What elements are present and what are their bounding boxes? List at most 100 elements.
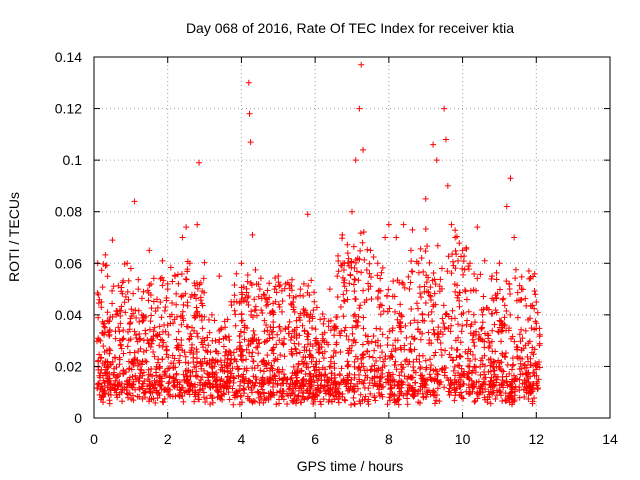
data-point [156, 365, 163, 372]
data-point [178, 293, 185, 300]
data-point [115, 324, 122, 331]
data-point [531, 369, 538, 376]
data-point [499, 296, 506, 303]
data-point [531, 270, 538, 277]
data-point [449, 357, 456, 364]
data-point [298, 358, 305, 365]
data-point [369, 354, 376, 361]
data-point [425, 387, 432, 394]
data-point [303, 378, 310, 385]
data-point [339, 393, 346, 400]
data-point [192, 282, 199, 289]
data-point [270, 389, 277, 396]
data-point [304, 336, 311, 343]
data-point [535, 358, 542, 365]
data-point [169, 352, 176, 359]
data-point [233, 358, 240, 365]
data-point [416, 358, 423, 365]
data-point [338, 365, 345, 372]
data-point [388, 348, 395, 355]
data-point [165, 331, 172, 338]
data-point [341, 327, 348, 334]
data-point [306, 390, 313, 397]
data-point [388, 353, 395, 360]
data-point [431, 388, 438, 395]
data-point [304, 311, 311, 318]
data-point [286, 281, 293, 288]
data-point [238, 356, 245, 363]
data-point [377, 311, 384, 318]
data-point [400, 281, 407, 288]
data-point [185, 323, 192, 330]
data-point [146, 326, 153, 333]
data-point-outlier [120, 350, 127, 357]
data-point [275, 301, 282, 308]
data-point [525, 375, 532, 382]
data-point [231, 375, 238, 382]
data-point [413, 300, 420, 307]
data-point [321, 329, 328, 336]
data-point [156, 377, 163, 384]
data-point [392, 337, 399, 344]
data-point [175, 328, 182, 335]
data-point [165, 391, 172, 398]
data-point [245, 293, 252, 300]
data-point [517, 360, 524, 367]
data-point [180, 317, 187, 324]
data-point-outlier [186, 260, 193, 267]
data-point [458, 253, 465, 260]
data-point [423, 279, 430, 286]
data-point [384, 308, 391, 315]
data-point [482, 386, 489, 393]
data-point [493, 376, 500, 383]
data-point [197, 376, 204, 383]
data-point [393, 366, 400, 373]
data-point [278, 308, 285, 315]
data-point [441, 364, 448, 371]
data-point [405, 361, 412, 368]
data-point [340, 279, 347, 286]
data-point [226, 348, 233, 355]
data-point-outlier [231, 298, 238, 305]
data-point [457, 383, 464, 390]
data-point [421, 384, 428, 391]
data-point [169, 300, 176, 307]
data-point [488, 338, 495, 345]
data-point [245, 301, 252, 308]
data-point [209, 373, 216, 380]
data-point-outlier [304, 211, 311, 218]
data-point [344, 241, 351, 248]
data-point [306, 318, 313, 325]
data-point [171, 355, 178, 362]
data-point [199, 360, 206, 367]
data-point [365, 340, 372, 347]
data-point [463, 296, 470, 303]
data-point [416, 352, 423, 359]
data-point [487, 378, 494, 385]
data-point [356, 305, 363, 312]
data-point [360, 287, 367, 294]
data-point [496, 286, 503, 293]
data-point [388, 384, 395, 391]
data-point [103, 262, 110, 269]
data-point [318, 344, 325, 351]
data-point [244, 278, 251, 285]
data-point [426, 259, 433, 266]
data-point [280, 371, 287, 378]
data-point [491, 321, 498, 328]
data-point [460, 309, 467, 316]
data-point-outlier [326, 286, 333, 293]
data-point-outlier [422, 195, 429, 202]
data-point [223, 383, 230, 390]
data-point [489, 310, 496, 317]
data-point [283, 380, 290, 387]
data-point [207, 401, 214, 408]
data-point [288, 348, 295, 355]
data-point [206, 383, 213, 390]
data-point [436, 381, 443, 388]
data-point [508, 383, 515, 390]
data-point [335, 399, 342, 406]
data-point [415, 269, 422, 276]
data-point [202, 398, 209, 405]
data-point [514, 314, 521, 321]
